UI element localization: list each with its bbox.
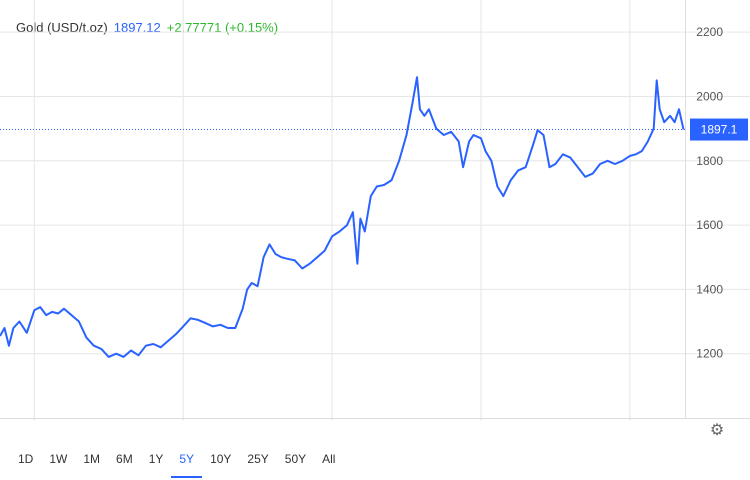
range-button-6m[interactable]: 6M	[116, 452, 133, 466]
grid-lines	[0, 0, 750, 420]
last-price-badge: 1897.1	[690, 118, 748, 141]
price-series-line	[0, 76, 685, 358]
y-tick-label: 2000	[696, 89, 723, 103]
range-button-50y[interactable]: 50Y	[284, 452, 307, 466]
range-button-all[interactable]: All	[322, 452, 336, 466]
range-selector: 1D 1W 1M 6M 1Y 5Y 10Y 25Y 50Y All	[10, 446, 343, 478]
price-change: +2.77771 (+0.15%)	[166, 20, 279, 35]
instrument-name: Gold (USD/t.oz)	[16, 20, 108, 35]
gear-icon[interactable]: ⚙	[709, 422, 725, 439]
last-price-badge-bg	[690, 118, 748, 141]
y-axis-labels: 1200 1400 1600 1800 2000 2200	[696, 25, 723, 361]
y-tick-label: 1800	[696, 154, 723, 168]
y-tick-label: 1200	[696, 347, 723, 361]
y-tick-label: 1600	[696, 218, 723, 232]
range-button-1m[interactable]: 1M	[83, 452, 101, 466]
last-price-label: 1897.1	[701, 123, 738, 137]
range-button-25y[interactable]: 25Y	[247, 452, 269, 466]
range-button-5y[interactable]: 5Y	[171, 446, 203, 478]
range-button-1d[interactable]: 1D	[18, 452, 34, 466]
y-tick-label: 1400	[696, 282, 723, 296]
range-button-1w[interactable]: 1W	[49, 452, 68, 466]
range-button-1y[interactable]: 1Y	[148, 452, 164, 466]
range-button-10y[interactable]: 10Y	[210, 452, 232, 466]
last-price: 1897.12	[113, 20, 161, 35]
quote-header: Gold (USD/t.oz) 1897.12 +2.77771 (+0.15%)	[16, 20, 284, 35]
y-tick-label: 2200	[696, 25, 723, 39]
